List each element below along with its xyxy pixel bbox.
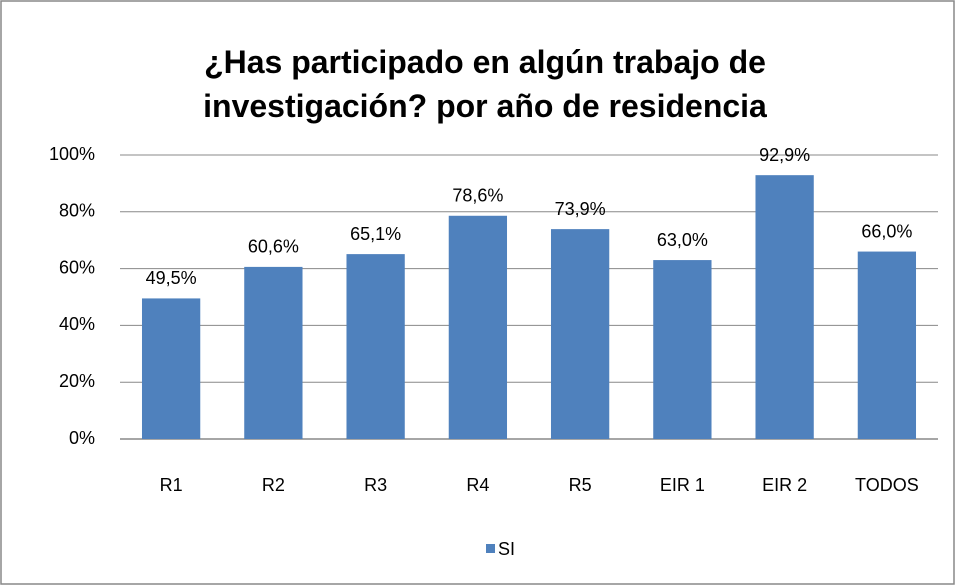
value-label: 49,5% bbox=[146, 268, 197, 288]
y-tick-label: 20% bbox=[59, 371, 95, 391]
x-tick-label: R1 bbox=[160, 475, 183, 495]
bar bbox=[653, 260, 712, 439]
bar bbox=[448, 215, 508, 439]
value-label: 92,9% bbox=[759, 145, 810, 165]
bar bbox=[244, 266, 303, 439]
bar bbox=[755, 175, 814, 439]
x-tick-label: R3 bbox=[364, 475, 387, 495]
x-tick-label: TODOS bbox=[855, 475, 919, 495]
y-tick-label: 40% bbox=[59, 314, 95, 334]
value-label: 78,6% bbox=[452, 186, 503, 206]
legend-swatch bbox=[486, 544, 495, 553]
value-label: 66,0% bbox=[861, 221, 912, 241]
bar bbox=[346, 254, 405, 439]
x-tick-label: R5 bbox=[569, 475, 592, 495]
x-tick-label: R4 bbox=[466, 475, 489, 495]
value-label: 65,1% bbox=[350, 224, 401, 244]
value-label: 60,6% bbox=[248, 237, 299, 257]
y-tick-label: 60% bbox=[59, 257, 95, 277]
x-tick-label: EIR 1 bbox=[660, 475, 705, 495]
bar bbox=[857, 251, 917, 439]
value-label: 73,9% bbox=[555, 199, 606, 219]
y-tick-label: 0% bbox=[69, 428, 95, 448]
y-tick-label: 80% bbox=[59, 201, 95, 221]
legend-label: SI bbox=[498, 539, 515, 559]
x-tick-label: EIR 2 bbox=[762, 475, 807, 495]
bar bbox=[141, 298, 201, 439]
value-label: 63,0% bbox=[657, 230, 708, 250]
chart-title: ¿Has participado en algún trabajo de inv… bbox=[203, 44, 767, 124]
x-tick-label: R2 bbox=[262, 475, 285, 495]
y-tick-label: 100% bbox=[49, 144, 95, 164]
bar bbox=[550, 229, 610, 439]
